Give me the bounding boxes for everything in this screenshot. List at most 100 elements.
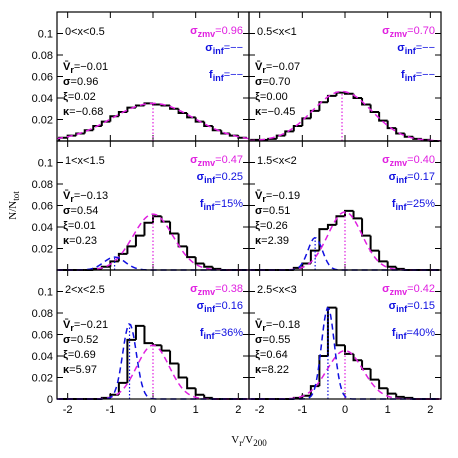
- stat-symbol: σ: [255, 76, 263, 88]
- stat-symbol: σ: [190, 154, 198, 166]
- y-tick-label: 0.04: [32, 93, 53, 105]
- stat-symbol: κ: [63, 235, 70, 247]
- histogram-bin: [369, 368, 380, 381]
- stat-label: σinf=0.16: [197, 300, 243, 314]
- stat-label: σ=0.55: [255, 334, 290, 346]
- histogram-bin: [186, 246, 196, 259]
- stat-label: σ=0.54: [63, 205, 98, 217]
- stat-subscript: r: [262, 323, 266, 333]
- stat-value: =0.55: [263, 334, 291, 346]
- stat-symbol: κ: [255, 106, 262, 118]
- panel-title: 0.5<x<1: [257, 26, 297, 38]
- stat-symbol: ξ: [255, 349, 260, 361]
- stat-subscript: inf: [396, 331, 408, 341]
- stat-subscript: zmv: [198, 29, 216, 39]
- stat-label: ξ=0.26: [255, 220, 288, 232]
- stat-label: ξ=0.00: [255, 91, 288, 103]
- y-tick-label: 0: [47, 394, 53, 406]
- histogram-bin: [386, 120, 397, 130]
- stat-symbol: f: [200, 198, 204, 210]
- stat-value: =5.97: [69, 364, 97, 376]
- histogram-bin: [395, 266, 405, 270]
- panel-title: 2<x<2.5: [65, 284, 105, 296]
- stat-subscript: inf: [396, 175, 408, 185]
- stat-symbol: σ: [63, 334, 71, 346]
- stat-symbol: σ: [205, 42, 213, 54]
- stat-symbol: V̄: [63, 319, 71, 331]
- stat-value: =0.70: [407, 25, 435, 37]
- panel-frame: [248, 269, 442, 400]
- stat-value: =0.42: [407, 283, 435, 295]
- stat-symbol: σ: [255, 334, 263, 346]
- stat-label: σinf=−−: [397, 42, 435, 56]
- stat-symbol: σ: [389, 171, 397, 183]
- stat-label: V̄r=−0.21: [63, 319, 108, 333]
- label-subscript: r: [239, 438, 242, 448]
- stat-label: ξ=0.02: [63, 91, 96, 103]
- stat-symbol: κ: [255, 235, 262, 247]
- stat-symbol: f: [392, 327, 396, 339]
- stat-label: finf=15%: [200, 198, 243, 212]
- stat-label: ξ=0.69: [63, 349, 96, 361]
- stat-label: V̄r=−0.13: [63, 190, 108, 204]
- stat-subscript: inf: [213, 73, 225, 83]
- histogram-bin: [352, 210, 363, 220]
- stat-symbol: σ: [389, 300, 397, 312]
- x-tick-label: -2: [255, 404, 265, 416]
- stat-label: σinf=0.25: [197, 171, 243, 185]
- stat-value: =40%: [407, 327, 436, 339]
- y-tick-label: 0.08: [32, 308, 53, 320]
- histogram-bin: [318, 355, 328, 387]
- histogram-bin: [126, 338, 136, 383]
- histogram-bin: [267, 137, 277, 140]
- stat-label: σ=0.70: [255, 76, 290, 88]
- stat-value: =2.39: [261, 235, 289, 247]
- stat-subscript: inf: [204, 304, 216, 314]
- stat-value: =15%: [215, 198, 244, 210]
- stat-subscript: inf: [204, 175, 216, 185]
- stat-value: =−0.18: [266, 319, 300, 331]
- histogram-bin: [143, 325, 153, 345]
- stat-subscript: r: [70, 194, 74, 204]
- stat-label: V̄r=−0.07: [255, 61, 300, 75]
- y-tick-label: 0.08: [32, 50, 53, 62]
- stat-value: =−0.21: [74, 319, 108, 331]
- stat-value: =0.96: [71, 76, 99, 88]
- histogram-bin: [318, 228, 328, 251]
- stat-subscript: r: [262, 65, 266, 75]
- histogram-bin: [309, 109, 320, 119]
- stat-value: =−0.45: [261, 106, 295, 118]
- histogram-bin: [284, 130, 294, 136]
- histogram-bin: [194, 257, 205, 265]
- panel-title: 0<x<0.5: [65, 26, 105, 38]
- stat-subscript: zmv: [390, 287, 408, 297]
- histogram-bin: [344, 92, 354, 95]
- stat-value: =−0.01: [74, 61, 108, 73]
- y-tick-label: 0.1: [38, 29, 53, 41]
- stat-value: =−0.68: [69, 106, 103, 118]
- histogram-bin: [326, 94, 337, 103]
- x-tick-label: -2: [63, 404, 73, 416]
- stat-value: =0.69: [68, 349, 96, 361]
- stat-value: =−0.07: [266, 61, 300, 73]
- stat-subscript: zmv: [390, 158, 408, 168]
- x-tick-label: 0: [342, 404, 348, 416]
- stat-subscript: inf: [405, 46, 417, 56]
- stat-symbol: V̄: [255, 319, 263, 331]
- stat-label: κ=8.22: [255, 364, 289, 376]
- histogram-bin: [134, 324, 145, 340]
- stat-label: σinf=0.15: [389, 300, 435, 314]
- histogram-bin: [177, 233, 188, 248]
- stat-subscript: zmv: [390, 29, 408, 39]
- stat-label: σ=0.51: [255, 205, 290, 217]
- stat-label: V̄r=−0.01: [63, 61, 108, 75]
- histogram-bin: [301, 117, 311, 126]
- stat-subscript: inf: [405, 73, 417, 83]
- x-tick-label: -1: [105, 404, 115, 416]
- stat-symbol: V̄: [255, 190, 263, 202]
- stat-label: finf=−−: [209, 69, 243, 83]
- histogram-bin: [326, 223, 337, 230]
- panel-title: 1.5<x<2: [257, 155, 297, 167]
- histogram-bin: [203, 263, 213, 268]
